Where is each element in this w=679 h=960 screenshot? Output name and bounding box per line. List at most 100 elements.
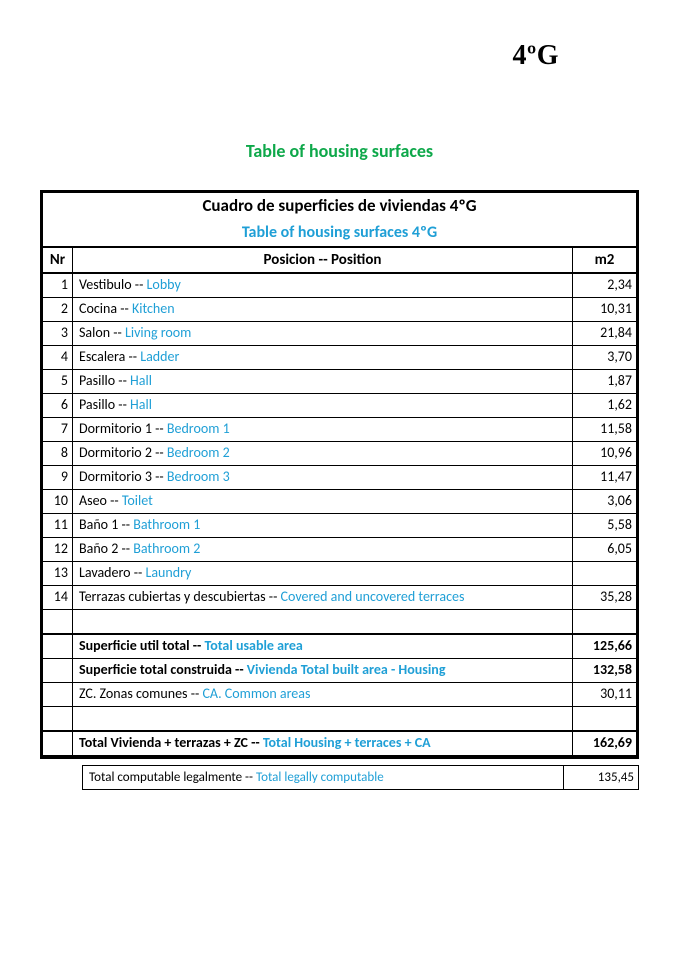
- summary-common-en: CA. Common areas: [202, 685, 310, 702]
- column-headers: Nr Posicion -- Position m2: [43, 247, 637, 273]
- table-row: 1Vestibulo -- Lobby2,34: [43, 273, 637, 298]
- legal-m2: 135,45: [564, 765, 639, 789]
- row-position-en: Hall: [130, 372, 152, 389]
- row-position-en: Bedroom 3: [167, 468, 230, 485]
- sep: --: [131, 564, 146, 581]
- summary-common: ZC. Zonas comunes -- CA. Common areas 30…: [43, 682, 637, 706]
- summary-common-m2: 30,11: [573, 682, 637, 706]
- sep: --: [118, 516, 133, 533]
- row-nr: 12: [43, 537, 73, 561]
- row-position: Escalera -- Ladder: [73, 345, 573, 369]
- table-row: 6Pasillo -- Hall1,62: [43, 393, 637, 417]
- row-position: Vestibulo -- Lobby: [73, 273, 573, 298]
- summary-usable-m2: 125,66: [573, 634, 637, 659]
- row-position-en: Toilet: [122, 492, 153, 509]
- summary-built-en: Vivienda Total built area - Housing: [247, 661, 446, 678]
- row-position-en: Covered and uncovered terraces: [281, 588, 465, 605]
- row-nr: 1: [43, 273, 73, 298]
- row-nr: 6: [43, 393, 73, 417]
- table-row: 11Baño 1 -- Bathroom 15,58: [43, 513, 637, 537]
- page: 4ºG Table of housing surfaces Cuadro de …: [0, 0, 679, 830]
- row-nr: 14: [43, 585, 73, 609]
- row-position-en: Ladder: [140, 348, 179, 365]
- table-row: 13Lavadero -- Laundry: [43, 561, 637, 585]
- table-header-en: Table of housing surfaces 4ºG: [43, 220, 637, 247]
- summary-usable-es: Superficie util total: [79, 637, 190, 654]
- summary-built: Superficie total construida -- Vivienda …: [43, 658, 637, 682]
- row-m2: 10,96: [573, 441, 637, 465]
- table-spacer: [43, 609, 637, 634]
- table-row: 10Aseo -- Toilet3,06: [43, 489, 637, 513]
- row-position: Pasillo -- Hall: [73, 369, 573, 393]
- row-nr: 5: [43, 369, 73, 393]
- sep: --: [132, 276, 147, 293]
- row-position-en: Hall: [130, 396, 152, 413]
- table-spacer-2: [43, 706, 637, 731]
- table-row: 5Pasillo -- Hall1,87: [43, 369, 637, 393]
- row-m2: 10,31: [573, 297, 637, 321]
- row-position-en: Bedroom 2: [167, 444, 230, 461]
- row-position-es: Vestibulo: [79, 276, 132, 293]
- sep: --: [152, 420, 167, 437]
- row-m2: 1,87: [573, 369, 637, 393]
- row-position: Lavadero -- Laundry: [73, 561, 573, 585]
- summary-usable: Superficie util total -- Total usable ar…: [43, 634, 637, 659]
- sep: --: [242, 770, 256, 785]
- row-position-es: Dormitorio 3: [79, 468, 152, 485]
- unit-code: 4ºG: [40, 40, 639, 72]
- sep: --: [191, 685, 203, 702]
- row-m2: 35,28: [573, 585, 637, 609]
- row-position-en: Living room: [125, 324, 191, 341]
- row-position: Pasillo -- Hall: [73, 393, 573, 417]
- table-row: 4Escalera -- Ladder3,70: [43, 345, 637, 369]
- row-nr: 7: [43, 417, 73, 441]
- surfaces-table: Cuadro de superficies de viviendas 4ºG T…: [42, 192, 637, 757]
- row-m2: 3,70: [573, 345, 637, 369]
- row-m2: 3,06: [573, 489, 637, 513]
- row-nr: 3: [43, 321, 73, 345]
- summary-total-m2: 162,69: [573, 731, 637, 756]
- row-position-en: Bedroom 1: [167, 420, 230, 437]
- col-m2: m2: [573, 247, 637, 273]
- row-m2: 5,58: [573, 513, 637, 537]
- row-position: Terrazas cubiertas y descubiertas -- Cov…: [73, 585, 573, 609]
- sep: --: [251, 734, 263, 751]
- row-position-en: Bathroom 2: [133, 540, 200, 557]
- row-position-es: Aseo: [79, 492, 107, 509]
- table-header-row-2: Table of housing surfaces 4ºG: [43, 220, 637, 247]
- row-position-es: Salon: [79, 324, 110, 341]
- row-m2: 21,84: [573, 321, 637, 345]
- summary-usable-en: Total usable area: [204, 637, 302, 654]
- row-position-es: Dormitorio 2: [79, 444, 152, 461]
- row-nr: 9: [43, 465, 73, 489]
- row-m2: 11,47: [573, 465, 637, 489]
- summary-total-es: Total Vivienda + terrazas + ZC: [79, 734, 251, 751]
- row-position: Dormitorio 1 -- Bedroom 1: [73, 417, 573, 441]
- legal-row: Total computable legalmente -- Total leg…: [40, 765, 639, 789]
- row-nr: 11: [43, 513, 73, 537]
- summary-total-en: Total Housing + terraces + CA: [263, 734, 431, 751]
- row-position-es: Dormitorio 1: [79, 420, 152, 437]
- row-nr: 13: [43, 561, 73, 585]
- row-m2: [573, 561, 637, 585]
- table-row: 7Dormitorio 1 -- Bedroom 111,58: [43, 417, 637, 441]
- row-m2: 11,58: [573, 417, 637, 441]
- table-row: 9Dormitorio 3 -- Bedroom 311,47: [43, 465, 637, 489]
- row-position-es: Cocina: [79, 300, 117, 317]
- col-nr: Nr: [43, 247, 73, 273]
- row-position-es: Baño 2: [79, 540, 118, 557]
- row-nr: 8: [43, 441, 73, 465]
- row-position-es: Pasillo: [79, 396, 115, 413]
- table-header-row-1: Cuadro de superficies de viviendas 4ºG: [43, 193, 637, 220]
- sep: --: [117, 300, 132, 317]
- sep: --: [266, 588, 281, 605]
- row-position-es: Baño 1: [79, 516, 118, 533]
- row-nr: 2: [43, 297, 73, 321]
- sep: --: [232, 661, 247, 678]
- table-row: 12Baño 2 -- Bathroom 26,05: [43, 537, 637, 561]
- row-nr: 10: [43, 489, 73, 513]
- row-position: Dormitorio 2 -- Bedroom 2: [73, 441, 573, 465]
- col-pos: Posicion -- Position: [73, 247, 573, 273]
- row-position-es: Escalera: [79, 348, 125, 365]
- summary-built-es: Superficie total construida: [79, 661, 232, 678]
